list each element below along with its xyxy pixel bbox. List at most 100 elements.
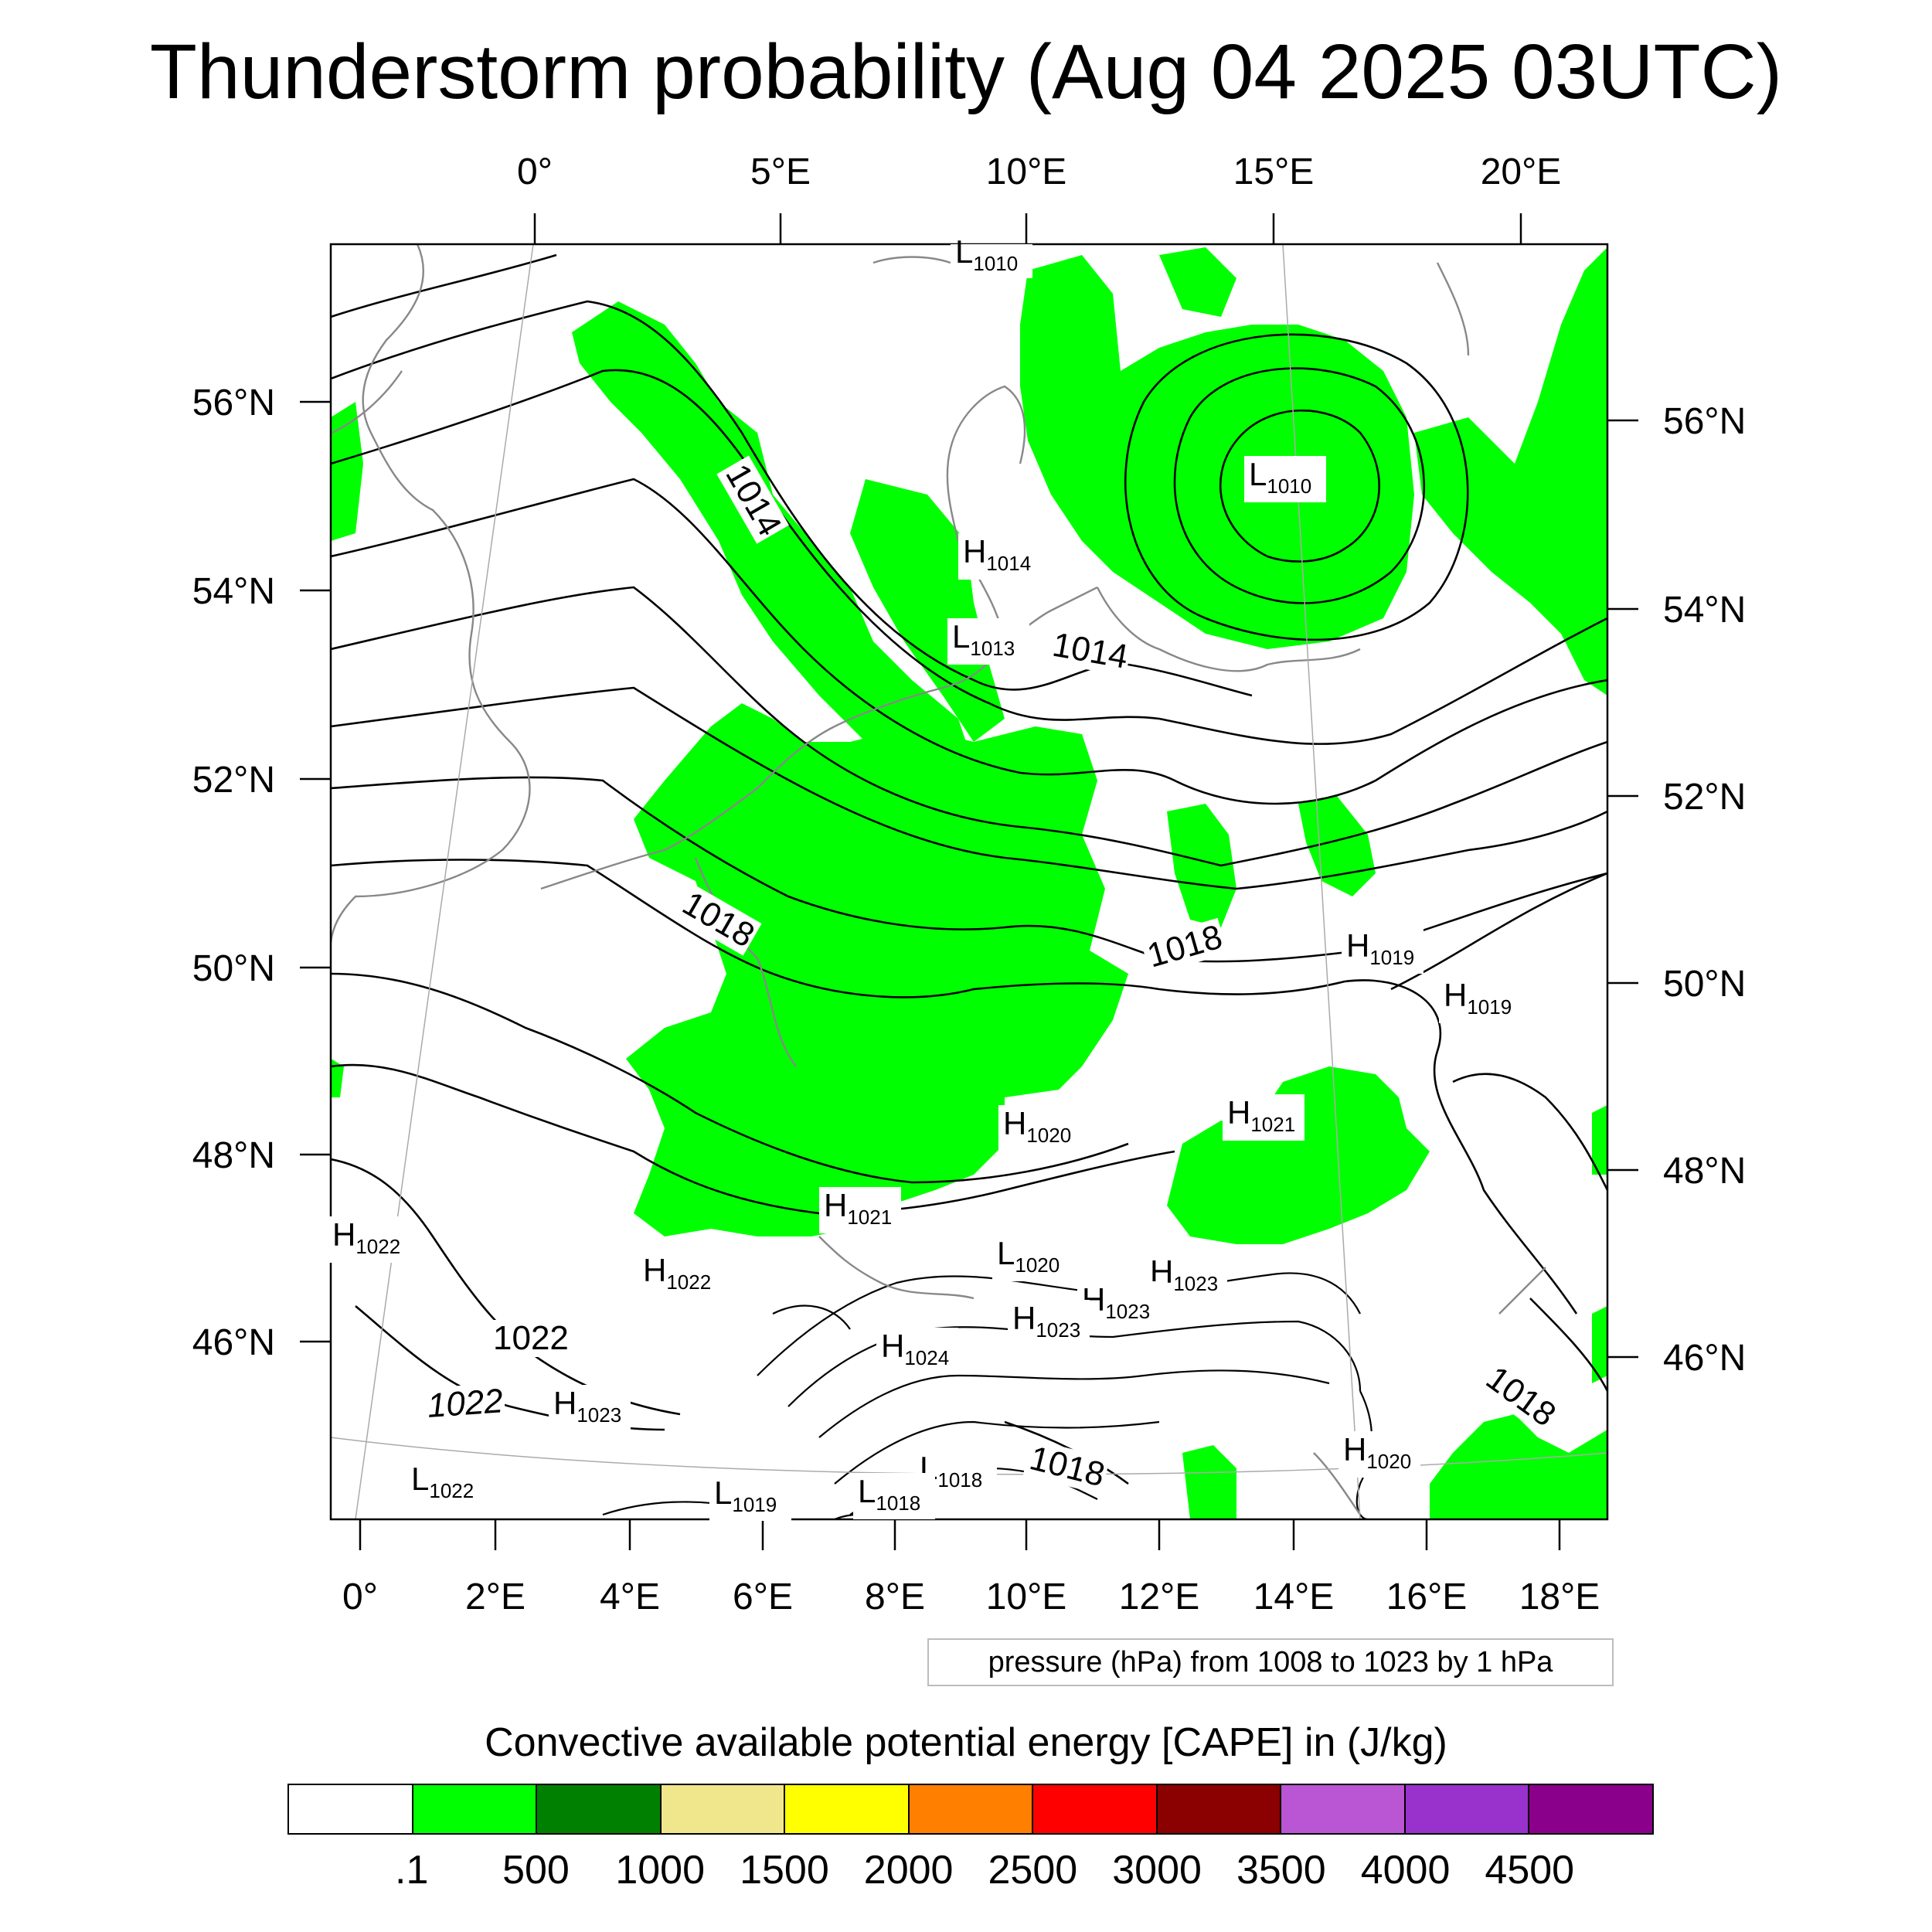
svg-text:L1010: L1010 (955, 233, 1018, 275)
cape-fill-areas (331, 247, 1607, 1519)
colorbar-label: 1000 (615, 1848, 706, 1893)
tick-label: 2°E (465, 1577, 526, 1617)
colorbar-swatch (1033, 1785, 1158, 1833)
isobar (331, 586, 1607, 867)
cape-area-east-edge2 (1592, 1306, 1607, 1383)
cape-area-northeast (1414, 247, 1607, 696)
colorbar-swatch (785, 1785, 910, 1833)
isobar-label: 1022 (423, 1382, 506, 1426)
tick-label: 6°E (733, 1577, 793, 1617)
colorbar-swatch (1529, 1785, 1653, 1833)
isobar-label: 1022 (490, 1319, 570, 1357)
svg-text:L1018: L1018 (858, 1473, 920, 1515)
map-title: Thunderstorm probability (Aug 04 2025 03… (149, 29, 1783, 115)
tick-label: 48°N (1663, 1151, 1746, 1192)
cape-area-adriatic (1182, 1445, 1236, 1519)
top-lon-ticks (533, 213, 1522, 244)
pressure-center-label: H1022 (638, 1252, 720, 1298)
tick-label: 52°N (192, 760, 275, 801)
colorbar-swatch (1157, 1785, 1282, 1833)
colorbar-swatch (661, 1785, 786, 1833)
colorbar-label: 4500 (1485, 1848, 1575, 1893)
right-lat-ticks (1607, 419, 1638, 1359)
tick-label: 52°N (1663, 777, 1746, 818)
coastline (540, 725, 835, 890)
pressure-center-label: H1024 (876, 1328, 958, 1374)
colorbar-label: 500 (502, 1848, 570, 1893)
svg-text:H1023: H1023 (553, 1385, 621, 1427)
pressure-center-label: L1010 (951, 233, 1032, 278)
cape-area-north (1159, 247, 1236, 317)
colorbar-label: 1500 (740, 1848, 829, 1893)
svg-text:L1022: L1022 (411, 1461, 474, 1502)
svg-text:1018: 1018 (1143, 918, 1226, 975)
right-lat-labels: 56°N 54°N 52°N 50°N 48°N 46°N (1663, 401, 1746, 1379)
tick-label: 16°E (1386, 1577, 1468, 1617)
svg-text:1022: 1022 (493, 1319, 569, 1357)
svg-text:H1023: H1023 (1150, 1253, 1218, 1295)
svg-text:H1024: H1024 (881, 1328, 949, 1369)
coastline (1436, 262, 1470, 356)
cape-area-west-edge (331, 402, 363, 541)
border (694, 857, 797, 1067)
cape-area-southeast (1430, 1414, 1607, 1519)
tick-label: 46°N (1663, 1338, 1746, 1379)
cape-area-baltic (1020, 255, 1414, 649)
tick-label: 10°E (986, 1577, 1067, 1617)
isobar-label: 1014 (1046, 626, 1133, 677)
svg-text:H1022: H1022 (332, 1216, 400, 1258)
pressure-center-label: H1022 (328, 1216, 410, 1263)
svg-text:H1020: H1020 (1343, 1431, 1411, 1473)
tick-label: 54°N (192, 571, 275, 612)
isobar-label: 1018 (1140, 918, 1228, 976)
colorbar-swatch (413, 1785, 538, 1833)
tick-label: 5°E (750, 151, 811, 192)
svg-text:H1022: H1022 (643, 1252, 711, 1294)
colorbar-swatch (537, 1785, 662, 1833)
pressure-center-label: H1019 (1342, 927, 1423, 974)
tick-label: 50°N (192, 948, 275, 989)
svg-text:H1019: H1019 (1444, 977, 1512, 1019)
coastline (331, 244, 531, 944)
pressure-center-label: H1020 (1338, 1431, 1420, 1478)
svg-text:L1020: L1020 (997, 1235, 1060, 1277)
isobar (1219, 409, 1380, 563)
tick-label: 20°E (1481, 151, 1562, 192)
isobar (331, 1158, 681, 1416)
bottom-lon-labels: 0° 2°E 4°E 6°E 8°E 10°E 12°E 14°E 16°E 1… (342, 1577, 1600, 1617)
colorbar-label: 2000 (863, 1848, 954, 1893)
tick-label: 12°E (1119, 1577, 1200, 1617)
colorbar-label: 3500 (1236, 1848, 1326, 1893)
colorbar-labels: .1 500 1000 1500 2000 2500 3000 3500 4000 4500 (0, 1843, 1932, 1897)
tick-label: 15°E (1233, 151, 1315, 192)
tick-label: 18°E (1519, 1577, 1600, 1617)
isobar (331, 253, 557, 318)
svg-text:H1014: H1014 (963, 533, 1031, 575)
isobar (331, 478, 1607, 805)
pressure-center-label: H1014 (958, 533, 1040, 580)
isobar (1390, 872, 1607, 991)
pressure-centers: L1010 L1010 H1014 L1013 H1019 H1019 H102… (328, 233, 1521, 1521)
tick-label: 56°N (192, 383, 275, 423)
tick-label: 54°N (1663, 590, 1746, 631)
pressure-center-label: L1013 (947, 618, 1029, 665)
left-lat-labels: 56°N 54°N 52°N 50°N 48°N 46°N (192, 383, 275, 1363)
svg-text:1022: 1022 (426, 1382, 504, 1425)
cape-area-poland (1167, 804, 1236, 927)
tick-label: 0° (517, 151, 553, 192)
tick-label: 4°E (600, 1577, 660, 1617)
coastline (332, 370, 403, 434)
svg-text:H1021: H1021 (824, 1187, 892, 1229)
isobar (1452, 1073, 1607, 1191)
tick-label: 56°N (1663, 401, 1746, 442)
colorbar-label: .1 (395, 1848, 429, 1893)
alpine-contour (818, 1369, 1330, 1438)
svg-text:H1023: H1023 (1012, 1300, 1080, 1342)
isobar (331, 859, 1345, 998)
colorbar-swatch (909, 1785, 1034, 1833)
pressure-center-label: L1018 (853, 1473, 935, 1519)
svg-text:H1020: H1020 (1003, 1105, 1071, 1147)
svg-text:H1023: H1023 (1082, 1281, 1150, 1323)
tick-label: 14°E (1253, 1577, 1335, 1617)
